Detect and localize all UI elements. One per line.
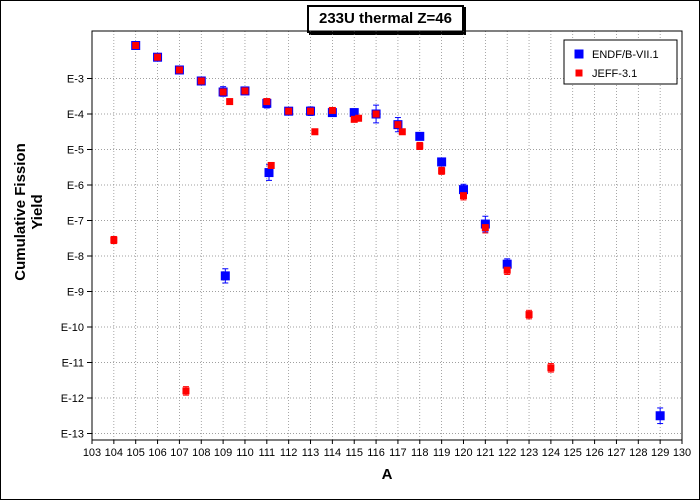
data-point-series-0 xyxy=(220,271,230,281)
data-point-series-1 xyxy=(226,98,234,106)
data-point-series-1 xyxy=(328,106,336,114)
x-tick-label: 113 xyxy=(302,447,320,459)
grid-lines xyxy=(92,31,682,440)
data-point-series-1 xyxy=(267,161,275,169)
data-point-series-0 xyxy=(655,411,665,421)
data-point-series-0 xyxy=(349,108,359,118)
x-tick-label: 124 xyxy=(542,447,560,459)
y-tick-label: E-12 xyxy=(61,393,84,405)
data-point-series-0 xyxy=(264,168,274,178)
data-point-series-1 xyxy=(182,387,190,395)
y-tick-label: E-9 xyxy=(67,287,84,299)
x-tick-label: 120 xyxy=(454,447,472,459)
x-tick-label: 107 xyxy=(170,447,188,459)
error-bars xyxy=(110,86,664,425)
y-tick-label: E-8 xyxy=(67,251,84,263)
legend-box xyxy=(563,39,678,85)
y-tick-label: E-4 xyxy=(67,109,84,121)
x-tick-label: 112 xyxy=(280,447,298,459)
data-points xyxy=(110,40,665,421)
x-tick-label: 104 xyxy=(105,447,123,459)
data-point-series-1 xyxy=(175,66,183,74)
x-tick-label: 129 xyxy=(651,447,669,459)
data-point-series-1 xyxy=(459,192,467,200)
x-tick-label: 130 xyxy=(673,447,691,459)
data-point-series-1 xyxy=(154,53,162,61)
legend: ENDF/B-VII.1 JEFF-3.1 xyxy=(563,39,678,85)
data-point-series-1 xyxy=(311,128,319,136)
x-tick-label: 118 xyxy=(411,447,429,459)
legend-label: ENDF/B-VII.1 xyxy=(592,49,659,61)
x-tick-label: 108 xyxy=(192,447,210,459)
legend-marker xyxy=(575,69,583,77)
x-tick-label: 106 xyxy=(148,447,166,459)
x-tick-label: 110 xyxy=(236,447,254,459)
data-point-series-1 xyxy=(394,121,402,129)
x-axis-label: A xyxy=(381,466,393,483)
x-tick-label: 123 xyxy=(520,447,538,459)
x-tick-label: 111 xyxy=(258,447,275,459)
data-point-series-1 xyxy=(355,114,363,122)
data-point-series-1 xyxy=(219,88,227,96)
y-tick-label: E-3 xyxy=(67,74,84,86)
data-point-series-1 xyxy=(132,41,140,49)
data-point-series-1 xyxy=(350,115,358,123)
data-point-series-0 xyxy=(437,157,447,167)
chart-title: 233U thermal Z=46 xyxy=(307,5,464,33)
data-point-series-1 xyxy=(241,87,249,95)
x-tick-label: 103 xyxy=(83,447,101,459)
y-tick-label: E-6 xyxy=(67,180,84,192)
y-tick-label: E-13 xyxy=(61,429,84,441)
x-tick-label: 125 xyxy=(564,447,582,459)
data-point-series-1 xyxy=(307,107,315,115)
data-point-series-1 xyxy=(285,107,293,115)
data-point-series-1 xyxy=(481,224,489,232)
data-point-series-1 xyxy=(547,364,555,372)
data-point-series-0 xyxy=(502,259,512,269)
x-tick-label: 128 xyxy=(629,447,647,459)
x-tick-label: 119 xyxy=(433,447,451,459)
y-tick-label: E-5 xyxy=(67,145,84,157)
data-point-series-1 xyxy=(398,128,406,136)
data-point-series-1 xyxy=(263,98,271,106)
data-point-series-1 xyxy=(525,311,533,319)
data-point-series-1 xyxy=(110,236,118,244)
data-point-series-1 xyxy=(416,142,424,150)
data-point-series-1 xyxy=(197,77,205,85)
data-point-series-1 xyxy=(438,167,446,175)
data-point-series-1 xyxy=(372,110,380,118)
x-tick-label: 114 xyxy=(324,447,342,459)
legend-label: JEFF-3.1 xyxy=(592,68,637,80)
x-tick-label: 121 xyxy=(476,447,494,459)
x-tick-label: 109 xyxy=(214,447,232,459)
y-ticks: E-3 E-4 E-5 E-6 E-7 E-8 E-9 E-10 E-11 E-12 E-13 xyxy=(61,74,92,441)
data-point-series-0 xyxy=(480,219,490,229)
data-point-series-1 xyxy=(503,266,511,274)
x-tick-label: 105 xyxy=(127,447,145,459)
data-point-series-0 xyxy=(415,131,425,141)
legend-marker xyxy=(574,49,584,59)
y-tick-label: E-11 xyxy=(62,358,84,370)
x-tick-label: 126 xyxy=(585,447,603,459)
x-tick-label: 127 xyxy=(607,447,625,459)
y-tick-label: E-7 xyxy=(67,216,84,228)
y-tick-label: E-10 xyxy=(61,322,84,334)
x-ticks: 103 104 105 106 107 108 109 110 111 112 113 114 115 1… xyxy=(83,440,691,459)
x-tick-label: 115 xyxy=(345,447,363,459)
x-tick-label: 122 xyxy=(498,447,516,459)
plot-area xyxy=(91,30,683,441)
x-tick-label: 117 xyxy=(389,447,407,459)
x-tick-label: 116 xyxy=(367,447,385,459)
data-point-series-0 xyxy=(458,185,468,195)
